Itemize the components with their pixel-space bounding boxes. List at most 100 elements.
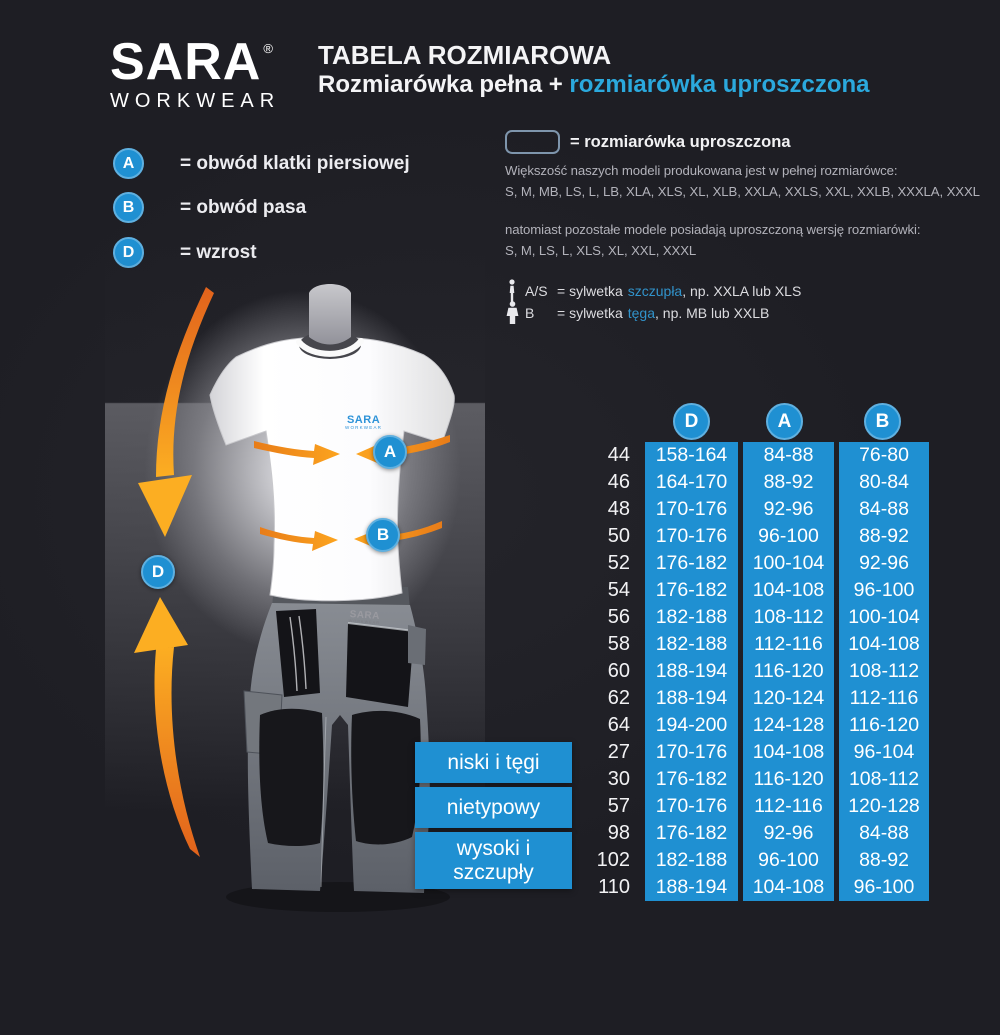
size-cell-b: 100-104	[839, 604, 929, 631]
table-row: 30 176-182 116-120 108-112	[545, 766, 929, 793]
figure-waist-badge: B	[366, 518, 400, 552]
size-cell-d: 182-188	[645, 847, 738, 874]
table-row: 50 170-176 96-100 88-92	[545, 523, 929, 550]
shirt-brand-subtext: WORKWEAR	[345, 425, 383, 430]
page-subtitle: Rozmiarówka pełna + rozmiarówka uproszcz…	[318, 70, 870, 100]
legend-label-waist: = obwód pasa	[180, 196, 307, 218]
column-header-b: B	[864, 403, 901, 440]
size-table: 44 158-164 84-88 76-80 46 164-170 88-92 …	[545, 442, 929, 901]
simple-range-intro: natomiast pozostałe modele posiadają upr…	[505, 222, 921, 237]
size-label: 46	[607, 471, 630, 493]
legend-label-chest: = obwód klatki piersiowej	[180, 152, 410, 174]
silhouette-key: A/S	[525, 283, 548, 299]
size-label: 57	[607, 795, 630, 817]
size-cell-b: 76-80	[839, 442, 929, 469]
size-cell-d: 176-182	[645, 766, 738, 793]
measure-b-badge: B	[113, 192, 144, 223]
measure-a-badge: A	[113, 148, 144, 179]
size-cell-a: 112-116	[743, 631, 834, 658]
table-row: 52 176-182 100-104 92-96	[545, 550, 929, 577]
column-header-a: A	[766, 403, 803, 440]
size-cell-a: 96-100	[743, 847, 834, 874]
simple-sizing-box-label: = rozmiarówka uproszczona	[570, 133, 791, 151]
size-cell-a: 100-104	[743, 550, 834, 577]
size-cell-d: 176-182	[645, 820, 738, 847]
size-cell-a: 108-112	[743, 604, 834, 631]
size-cell-a: 112-116	[743, 793, 834, 820]
work-pants	[243, 585, 430, 893]
category-atypical-button[interactable]: nietypowy	[415, 787, 572, 828]
size-label: 50	[607, 525, 630, 547]
size-label: 110	[598, 876, 630, 898]
size-cell-d: 182-188	[645, 631, 738, 658]
size-label: 58	[607, 633, 630, 655]
size-cell-a: 124-128	[743, 712, 834, 739]
legend-item-chest: A = obwód klatki piersiowej	[113, 148, 410, 179]
simple-range-sizes: S, M, LS, L, XLS, XL, XXL, XXXL	[505, 243, 697, 258]
brand-logo: SARA ® WORKWEAR	[110, 36, 280, 111]
size-cell-a: 116-120	[743, 766, 834, 793]
size-cell-b: 88-92	[839, 847, 929, 874]
brand-subname: WORKWEAR	[110, 90, 281, 112]
silhouette-rest: , np. XXLA lub XLS	[682, 283, 802, 299]
silhouette-highlight: szczupła	[627, 283, 683, 299]
size-cell-d: 176-182	[645, 577, 738, 604]
category-tall-slim-button[interactable]: wysoki i szczupły	[415, 832, 572, 889]
registered-mark: ®	[263, 41, 274, 56]
size-label: 54	[607, 579, 630, 601]
size-label: 56	[607, 606, 630, 628]
size-cell-a: 104-108	[743, 739, 834, 766]
size-cell-d: 170-176	[645, 739, 738, 766]
size-cell-b: 96-100	[839, 577, 929, 604]
size-cell-a: 116-120	[743, 658, 834, 685]
table-row: 58 182-188 112-116 104-108	[545, 631, 929, 658]
size-cell-d: 176-182	[645, 550, 738, 577]
silhouette-eq: = sylwetka	[557, 305, 623, 321]
full-range-intro: Większość naszych modeli produkowana jes…	[505, 163, 898, 178]
size-cell-b: 104-108	[839, 631, 929, 658]
header: TABELA ROZMIAROWA Rozmiarówka pełna + ro…	[318, 40, 870, 100]
table-row: 57 170-176 112-116 120-128	[545, 793, 929, 820]
size-label: 30	[607, 768, 630, 790]
size-cell-a: 120-124	[743, 685, 834, 712]
table-row: 56 182-188 108-112 100-104	[545, 604, 929, 631]
simple-sizing-box-icon	[505, 130, 560, 154]
table-row: 102 182-188 96-100 88-92	[545, 847, 929, 874]
figure-chest-badge: A	[373, 435, 407, 469]
page-title: TABELA ROZMIAROWA	[318, 40, 612, 70]
size-cell-d: 158-164	[645, 442, 738, 469]
size-label: 102	[596, 849, 630, 871]
legend-item-waist: B = obwód pasa	[113, 192, 306, 223]
column-header-d: D	[673, 403, 710, 440]
size-cell-b: 120-128	[839, 793, 929, 820]
size-cell-d: 188-194	[645, 874, 738, 901]
height-down-arrow-icon	[138, 287, 214, 537]
pants-brand-print: SARA WORKWEAR	[349, 609, 381, 626]
size-cell-d: 170-176	[645, 523, 738, 550]
size-cell-a: 92-96	[743, 496, 834, 523]
size-cell-b: 96-104	[839, 739, 929, 766]
subtitle-accent: rozmiarówka uproszczona	[569, 71, 870, 98]
size-label: 52	[607, 552, 630, 574]
table-row: 46 164-170 88-92 80-84	[545, 469, 929, 496]
size-label: 62	[607, 687, 630, 709]
size-cell-b: 92-96	[839, 550, 929, 577]
size-cell-b: 96-100	[839, 874, 929, 901]
size-cell-b: 108-112	[839, 658, 929, 685]
category-short-stout-button[interactable]: niski i tęgi	[415, 742, 572, 783]
size-cell-d: 194-200	[645, 712, 738, 739]
silhouette-rest: , np. MB lub XXLB	[655, 305, 770, 321]
size-cell-d: 170-176	[645, 496, 738, 523]
size-label: 64	[607, 714, 630, 736]
table-row: 27 170-176 104-108 96-104	[545, 739, 929, 766]
size-cell-b: 112-116	[839, 685, 929, 712]
table-row: 48 170-176 92-96 84-88	[545, 496, 929, 523]
size-cell-d: 170-176	[645, 793, 738, 820]
silhouette-broad-row: B = sylwetka tęga , np. MB lub XXLB	[501, 301, 769, 325]
size-cell-a: 84-88	[743, 442, 834, 469]
size-label: 98	[607, 822, 630, 844]
height-up-arrow-icon	[134, 597, 200, 857]
brand-name: SARA ®	[110, 33, 274, 91]
size-cell-b: 80-84	[839, 469, 929, 496]
t-shirt	[209, 284, 455, 602]
